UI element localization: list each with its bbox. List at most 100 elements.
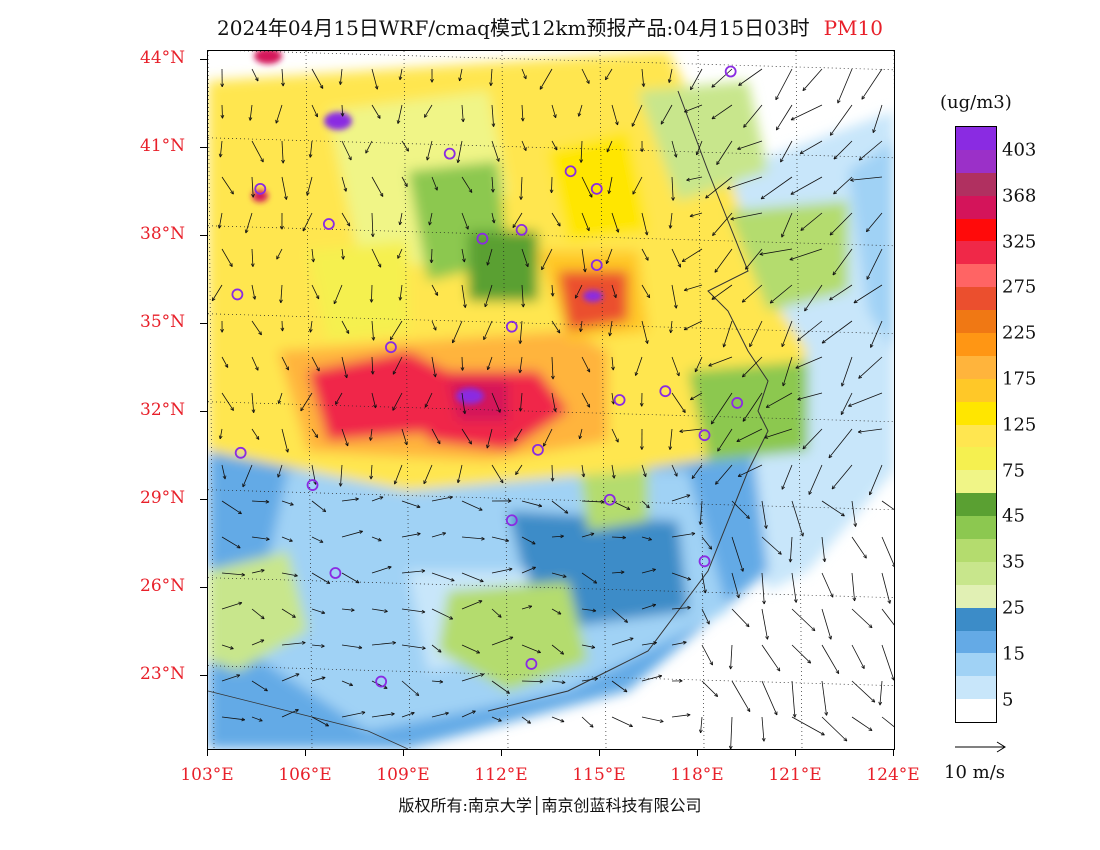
wind-vector — [221, 716, 246, 722]
wind-vector — [881, 644, 894, 681]
wind-vector — [519, 176, 523, 200]
wind-vector — [641, 568, 656, 574]
wind-vector — [683, 284, 703, 292]
wind-vector — [881, 572, 892, 604]
wind-vector — [551, 104, 557, 119]
wind-vector — [486, 356, 493, 371]
wind-vector — [832, 248, 853, 276]
wind-vector — [683, 320, 703, 331]
wind-vector — [398, 284, 403, 301]
wind-vector — [491, 636, 514, 646]
city-marker — [525, 658, 538, 670]
wind-vector — [581, 677, 598, 682]
wind-vector — [581, 532, 595, 538]
wind-vector — [788, 536, 793, 563]
wind-vector — [611, 637, 634, 646]
meridian-line — [501, 51, 509, 749]
wind-vector — [611, 428, 619, 443]
wind-vector — [220, 104, 225, 119]
wind-vector — [551, 680, 566, 685]
legend-swatch — [956, 218, 996, 242]
wind-vector — [731, 680, 751, 713]
wind-vector — [251, 680, 268, 692]
wind-vector — [401, 176, 408, 187]
wind-vector — [791, 500, 804, 537]
wind-vector — [640, 140, 644, 152]
wind-vector — [221, 464, 227, 480]
city-marker — [532, 443, 544, 456]
wind-vector — [605, 248, 613, 265]
legend-swatch — [956, 287, 996, 311]
wind-vector — [802, 428, 823, 450]
wind-vector — [745, 248, 763, 270]
wind-vector — [368, 428, 373, 441]
wind-vector — [851, 572, 857, 602]
wind-vector — [578, 428, 583, 440]
wind-vector — [581, 644, 596, 649]
wind-vector — [671, 494, 691, 502]
wind-vector — [371, 68, 379, 90]
wind-vector — [281, 608, 296, 618]
lat-label: 32°N — [140, 399, 186, 420]
wind-vector — [396, 104, 403, 124]
wind-vector — [671, 392, 686, 413]
wind-vector — [730, 212, 763, 221]
variable-name: PM10 — [823, 16, 883, 40]
lat-label: 38°N — [140, 223, 186, 244]
pm10-map — [208, 51, 894, 749]
wind-vector — [302, 212, 313, 232]
wind-vector — [308, 320, 313, 333]
meridian-line — [795, 51, 803, 749]
wind-vector — [491, 536, 509, 543]
wind-vector — [668, 212, 673, 229]
wind-vector — [878, 680, 883, 706]
wind-vector — [521, 716, 531, 724]
wind-vector — [280, 320, 285, 332]
wind-vector — [250, 248, 255, 267]
wind-vector — [311, 536, 324, 543]
wind-vector — [251, 608, 265, 620]
wind-vector — [749, 320, 763, 348]
wind-vector — [791, 680, 797, 718]
legend-swatch — [956, 241, 996, 265]
wind-vector — [579, 320, 583, 332]
wind-vector — [277, 464, 283, 478]
wind-vector — [641, 320, 649, 344]
wind-vector — [392, 356, 403, 375]
wind-vector — [791, 572, 798, 603]
lat-tick — [200, 498, 207, 500]
wind-vector — [671, 176, 675, 201]
wind-vector — [251, 499, 270, 504]
wind-vector — [765, 392, 793, 408]
wind-vector — [641, 500, 650, 509]
wind-vector — [521, 248, 529, 268]
wind-vector — [461, 644, 481, 654]
lat-tick — [200, 58, 207, 60]
wind-vector — [281, 428, 289, 453]
legend-swatch — [956, 630, 996, 654]
wind-vector — [795, 356, 823, 369]
wind-vector — [579, 140, 584, 163]
wind-vector — [341, 530, 363, 538]
wind-vector — [641, 68, 646, 87]
wind-vector — [851, 536, 867, 559]
wind-vector — [671, 284, 678, 309]
wind-vector — [837, 68, 853, 104]
wind-vector — [521, 644, 541, 654]
wind-vector — [701, 680, 719, 697]
wind-vector — [431, 356, 437, 378]
wind-vector — [311, 284, 320, 300]
wind-vector — [491, 104, 496, 127]
wind-vector — [671, 605, 691, 610]
wind-vector — [853, 284, 883, 304]
wind-vector — [371, 392, 377, 409]
wind-vector — [731, 500, 750, 519]
wind-vector — [640, 428, 644, 450]
wind-vector — [769, 284, 793, 304]
wind-vector — [341, 320, 350, 334]
legend-label: 275 — [1002, 276, 1037, 298]
wind-vector — [431, 531, 447, 538]
wind-vector — [708, 356, 733, 367]
wind-vector — [251, 392, 256, 413]
city-marker — [306, 479, 319, 491]
